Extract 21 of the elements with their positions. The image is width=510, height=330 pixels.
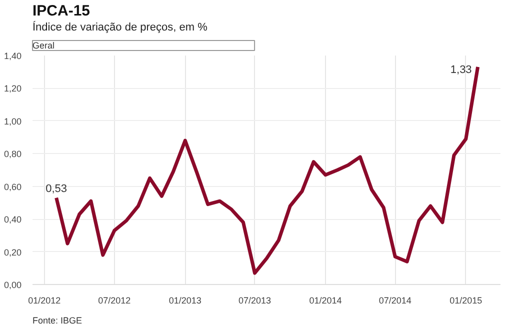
text: Geral <box>32 40 55 50</box>
data-label: 1,33 <box>450 64 472 76</box>
x-tick-label: 01/2013 <box>168 296 202 306</box>
y-tick-label: 0,00 <box>4 280 22 290</box>
x-tick-label: 01/2014 <box>309 296 342 306</box>
source-note: Fonte: IBGE <box>32 316 82 326</box>
y-tick-label: 0,20 <box>4 247 22 258</box>
y-tick-label: 0,60 <box>4 182 22 192</box>
x-tick-label: 01/2015 <box>450 296 482 306</box>
x-tick-label: 01/2012 <box>28 296 61 306</box>
y-tick-label: 1,20 <box>4 84 22 94</box>
x-tick-label: 07/2013 <box>238 296 272 306</box>
y-tick-label: 0,80 <box>4 149 22 160</box>
x-tick-label: 07/2012 <box>98 296 131 306</box>
data-label: 0,53 <box>46 182 68 195</box>
x-tick-label: 07/2014 <box>378 296 412 306</box>
y-tick-label: 0,40 <box>4 214 22 225</box>
y-tick-label: 1,40 <box>4 51 22 61</box>
y-tick-label: 1,00 <box>4 116 22 126</box>
chart-title: IPCA-15 <box>32 2 90 20</box>
chart-subtitle: Índice de variação de preços, em % <box>32 20 208 34</box>
